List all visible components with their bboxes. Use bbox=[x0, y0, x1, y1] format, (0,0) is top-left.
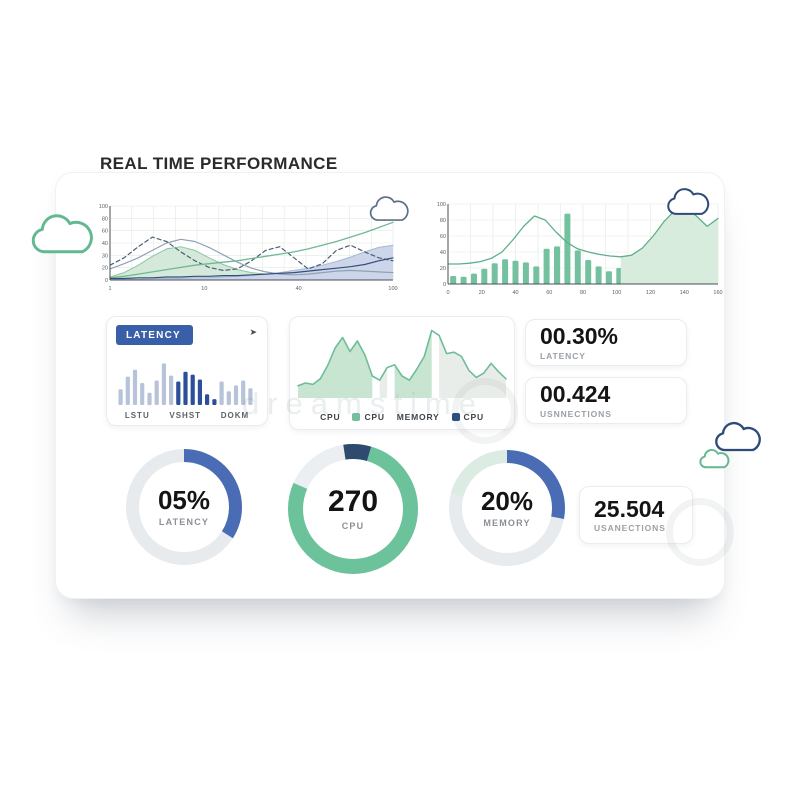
latency-axis-labels: LSTU VSHST DOKM bbox=[115, 411, 259, 420]
gauge-ring bbox=[449, 450, 565, 566]
stat-card-usanections: 25.504 USANECTIONS bbox=[579, 486, 693, 544]
traffic-bar-chart: 100 80 60 40 20 00 20 40 60 80 100 120 140 160 bbox=[437, 202, 723, 296]
svg-text:40: 40 bbox=[512, 290, 518, 296]
svg-text:40: 40 bbox=[440, 250, 446, 256]
svg-text:80: 80 bbox=[102, 216, 108, 222]
cloud-icon bbox=[667, 188, 710, 215]
svg-text:20: 20 bbox=[102, 266, 108, 272]
latency-card: LATENCY ➤ LSTU VSHST DOKM bbox=[106, 316, 268, 426]
svg-text:100: 100 bbox=[99, 204, 108, 210]
legend-label: CPU bbox=[320, 412, 341, 422]
svg-text:80: 80 bbox=[580, 290, 586, 296]
legend-swatch bbox=[352, 413, 361, 421]
svg-text:1: 1 bbox=[108, 286, 111, 292]
legend-item: MEMORY bbox=[397, 412, 440, 422]
svg-text:40: 40 bbox=[296, 286, 302, 292]
gauge-ring bbox=[126, 449, 242, 565]
gauge-latency: 05% LATENCY bbox=[125, 448, 243, 566]
svg-text:100: 100 bbox=[388, 286, 397, 292]
stat-label: LATENCY bbox=[540, 350, 586, 361]
svg-text:30: 30 bbox=[102, 253, 108, 259]
performance-line-chart: 100 80 60 40 30 20 01 10 40 100 bbox=[99, 204, 398, 292]
svg-text:10: 10 bbox=[201, 286, 207, 292]
stat-value: 25.504 bbox=[594, 495, 665, 522]
svg-text:0: 0 bbox=[446, 290, 449, 296]
latency-axis-label: VSHST bbox=[169, 411, 202, 420]
usage-area-card: CPU CPU MEMORY CPU bbox=[289, 316, 515, 430]
legend-label: CPU bbox=[463, 412, 484, 422]
svg-text:140: 140 bbox=[680, 290, 689, 296]
svg-text:60: 60 bbox=[440, 234, 446, 240]
svg-text:100: 100 bbox=[437, 202, 446, 208]
svg-text:120: 120 bbox=[646, 290, 655, 296]
svg-text:160: 160 bbox=[713, 290, 722, 296]
latency-axis-label: DOKM bbox=[220, 411, 250, 420]
cloud-icon bbox=[369, 196, 409, 221]
gauge-ring bbox=[288, 444, 418, 574]
latency-axis-label: LSTU bbox=[124, 411, 150, 420]
legend-item: CPU bbox=[320, 412, 340, 422]
latency-card-header[interactable]: LATENCY bbox=[116, 325, 193, 345]
page-title: REAL TIME PERFORMANCE bbox=[100, 154, 338, 174]
legend-label: CPU bbox=[364, 412, 385, 422]
svg-text:0: 0 bbox=[443, 282, 446, 288]
stat-card-connections: 00.424 USNNECTIONS bbox=[525, 377, 687, 424]
svg-text:60: 60 bbox=[546, 290, 552, 296]
legend-item: CPU bbox=[451, 412, 484, 422]
stat-label: USANECTIONS bbox=[594, 523, 666, 534]
stat-value: 00.30% bbox=[540, 323, 619, 350]
dashboard-card: 100 80 60 40 30 20 0 1 10 40 100 100 80 60 40 20 0 0 20 40… bbox=[55, 172, 725, 599]
usage-legend: CPU CPU MEMORY CPU bbox=[290, 412, 514, 422]
stat-card-latency: 00.30% LATENCY bbox=[525, 319, 687, 366]
stat-value: 00.424 bbox=[540, 381, 611, 408]
usage-area-chart bbox=[297, 329, 507, 398]
cloud-icon bbox=[31, 214, 93, 254]
latency-histogram bbox=[118, 363, 253, 406]
svg-text:60: 60 bbox=[102, 229, 108, 235]
svg-text:20: 20 bbox=[479, 290, 485, 296]
svg-text:40: 40 bbox=[102, 241, 108, 247]
legend-label: MEMORY bbox=[396, 412, 440, 422]
gauge-cpu: 270 CPU bbox=[287, 443, 419, 575]
legend-swatch bbox=[451, 413, 460, 421]
svg-text:80: 80 bbox=[440, 218, 446, 224]
legend-item: CPU bbox=[352, 412, 384, 422]
cursor-icon[interactable]: ➤ bbox=[249, 327, 257, 337]
gauge-memory: 20% MEMORY bbox=[448, 449, 566, 567]
svg-text:100: 100 bbox=[612, 290, 621, 296]
stat-label: USNNECTIONS bbox=[540, 408, 612, 419]
cloud-pair-icon bbox=[699, 421, 761, 469]
svg-text:20: 20 bbox=[440, 266, 446, 272]
svg-text:0: 0 bbox=[105, 278, 108, 284]
